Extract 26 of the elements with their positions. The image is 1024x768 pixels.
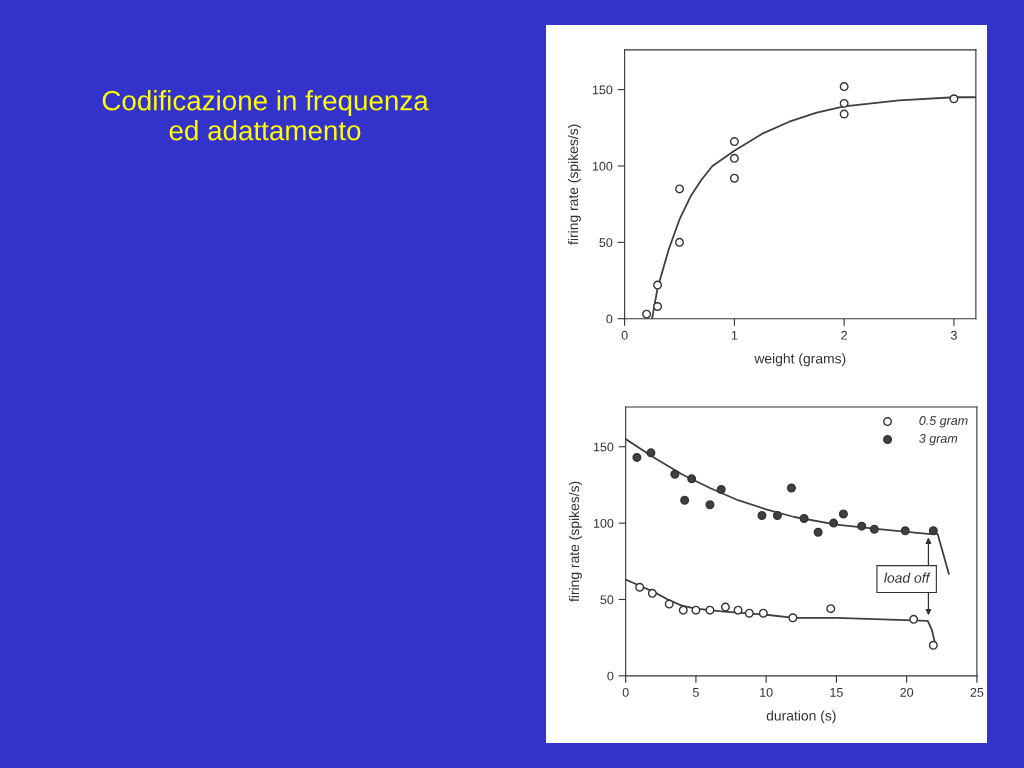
y-tick-label: 50: [599, 238, 613, 248]
y-axis-title: firing rate (spikes/s): [568, 481, 582, 602]
y-tick-label: 150: [593, 442, 614, 452]
x-axis-title: duration (s): [766, 710, 836, 724]
x-tick-label: 10: [760, 687, 773, 697]
y-tick-label: 100: [592, 161, 613, 171]
x-tick-label: 1: [731, 330, 738, 340]
y-tick-label: 0: [606, 314, 613, 324]
x-tick-label: 2: [841, 330, 848, 340]
y-tick-label: 150: [592, 85, 613, 95]
y-axis-title: firing rate (spikes/s): [567, 124, 581, 245]
y-tick-label: 50: [600, 595, 614, 605]
annotation: load off: [884, 572, 931, 583]
legend-label: 3 gram: [919, 434, 958, 446]
x-tick-label: 20: [900, 687, 914, 697]
x-axis-title: weight (grams): [754, 353, 846, 367]
x-tick-label: 0: [621, 330, 628, 340]
x-tick-label: 15: [830, 688, 843, 697]
x-tick-label: 3: [950, 330, 957, 340]
x-tick-label: 25: [970, 687, 984, 697]
y-tick-label: 0: [607, 671, 614, 681]
legend-label: 0.5 gram: [919, 416, 968, 428]
text: Codificazione in frequenza ed adattamento: [102, 90, 429, 141]
x-tick-label: 5: [692, 688, 699, 697]
x-tick-label: 0: [622, 687, 629, 697]
y-tick-label: 100: [593, 518, 614, 528]
